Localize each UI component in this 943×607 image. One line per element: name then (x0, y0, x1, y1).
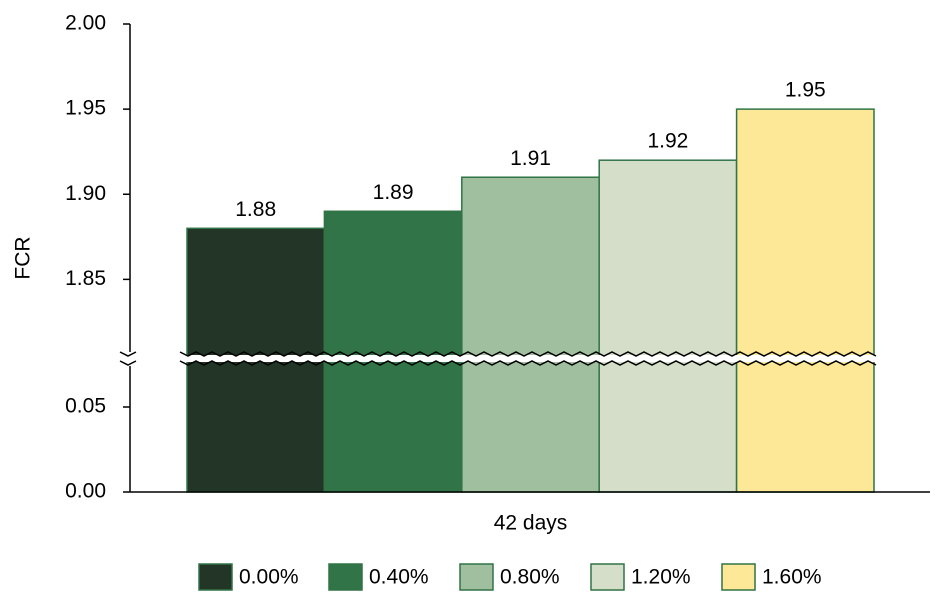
y-axis-label: FCR (12, 236, 35, 279)
x-tick-label: 42 days (494, 512, 568, 535)
legend-label: 0.40% (369, 566, 429, 589)
legend-swatch (459, 563, 494, 591)
value-label: 1.92 (647, 130, 688, 153)
legend-swatch (590, 563, 625, 591)
break-line (179, 351, 877, 357)
plot-area: 1.88 1.89 1.91 1.92 1.95 (186, 79, 875, 493)
y-tick-label: 2.00 (65, 12, 106, 35)
legend-label: 0.80% (500, 566, 560, 589)
value-label: 1.95 (785, 79, 826, 102)
axis-break (119, 351, 882, 366)
legend: 0.00% 0.40% 0.80% 1.20% 1.60% (198, 563, 822, 591)
break-gap (120, 355, 142, 362)
y-tick-label: 0.00 (65, 480, 106, 503)
legend-label: 1.20% (631, 566, 691, 589)
break-line (179, 360, 877, 366)
bar (461, 176, 600, 493)
legend-label: 0.00% (239, 566, 299, 589)
axes: 42 days 0.00 0.05 1.85 1.90 1.95 2.00 (65, 12, 930, 535)
bar (323, 210, 463, 493)
value-label: 1.88 (235, 198, 276, 221)
value-label: 1.89 (373, 181, 414, 204)
legend-label: 1.60% (762, 566, 822, 589)
legend-swatch (198, 563, 233, 591)
y-tick-label: 1.95 (65, 97, 106, 120)
bar (735, 108, 875, 493)
break-gap (180, 355, 882, 362)
break-line (119, 360, 137, 366)
legend-swatch (328, 563, 363, 591)
y-tick-label: 1.90 (65, 182, 106, 205)
break-line (119, 351, 137, 357)
y-tick-label: 0.05 (65, 395, 106, 418)
legend-swatch (721, 563, 756, 591)
value-label: 1.91 (510, 147, 551, 170)
bar (598, 159, 738, 493)
y-tick-label: 1.85 (65, 267, 106, 290)
